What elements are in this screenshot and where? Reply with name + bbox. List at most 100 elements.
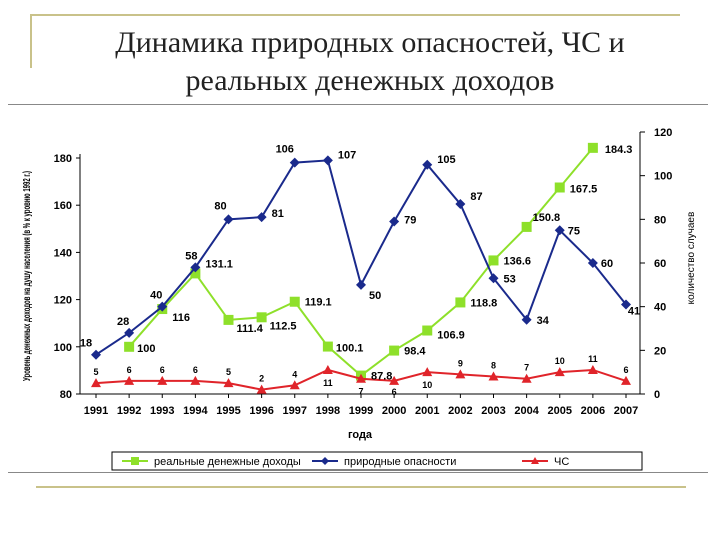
y-right-tick-label-1: 20	[654, 345, 666, 357]
legend-label-emergencies: ЧС	[554, 456, 569, 468]
point-income-2001	[422, 325, 433, 336]
x-tick-label-12: 2003	[481, 405, 505, 417]
point-income-1994	[190, 268, 201, 279]
data-label-income-2006: 184.3	[605, 144, 633, 156]
point-hazards-2003	[488, 273, 499, 284]
legend-marker-income	[131, 457, 139, 465]
point-hazards-2006	[587, 258, 598, 268]
data-label-emergencies-2004: 7	[524, 363, 529, 373]
frame-line-bottom	[8, 472, 708, 473]
point-hazards-2002	[455, 199, 466, 210]
point-emergencies-1995	[223, 378, 234, 388]
point-emergencies-2001	[422, 367, 433, 377]
y-right-tick-label-5: 100	[654, 171, 672, 183]
frame-line-left	[30, 14, 32, 68]
data-label-hazards-2001: 105	[437, 154, 455, 166]
point-emergencies-2005	[554, 367, 565, 377]
chart-series	[91, 142, 631, 394]
x-tick-label-3: 1994	[183, 405, 208, 417]
x-axis-title: года	[348, 429, 373, 441]
frame-line-under-title	[8, 104, 708, 105]
point-hazards-2005	[554, 225, 565, 236]
y-left-tick-label-0: 80	[60, 389, 72, 401]
data-label-emergencies-1994: 6	[193, 365, 198, 375]
data-label-income-1992: 100	[137, 343, 155, 355]
y-left-tick-label-3: 140	[54, 247, 72, 259]
data-label-hazards-1995: 80	[214, 200, 226, 212]
data-label-income-2004: 150.8	[533, 212, 561, 224]
data-label-income-2003: 136.6	[504, 255, 532, 267]
point-hazards-2000	[389, 216, 400, 227]
slide-title-line-2: реальных денежных доходов	[185, 64, 555, 97]
x-tick-label-4: 1995	[216, 405, 240, 417]
data-label-emergencies-1993: 6	[160, 365, 165, 375]
data-label-hazards-1994: 58	[185, 250, 197, 262]
point-income-1997	[289, 296, 300, 307]
point-emergencies-2006	[587, 364, 598, 374]
point-income-2006	[587, 142, 598, 153]
data-label-hazards-1998: 107	[338, 149, 356, 161]
data-label-emergencies-1995: 5	[226, 367, 231, 377]
data-label-hazards-2004: 34	[537, 315, 550, 327]
point-emergencies-1997	[289, 380, 300, 390]
data-label-hazards-2007: 41	[628, 305, 640, 317]
x-tick-label-7: 1998	[316, 405, 340, 417]
data-label-emergencies-2006: 11	[588, 354, 598, 364]
data-label-emergencies-2007: 6	[623, 365, 628, 375]
x-tick-label-14: 2005	[548, 405, 572, 417]
x-tick-label-1: 1992	[117, 405, 141, 417]
data-label-income-1998: 100.1	[336, 343, 364, 355]
slide-title: Динамика природных опасностей, ЧС и реал…	[40, 24, 700, 100]
point-emergencies-1998	[322, 364, 333, 374]
chart-axes: 80 100 120 140 160 180 0 20 40 60 80 100 120 1991 1992…	[22, 127, 697, 441]
point-emergencies-1991	[91, 378, 101, 388]
data-label-hazards-1991: 18	[80, 338, 92, 350]
point-hazards-1991	[91, 349, 101, 360]
point-income-2004	[521, 221, 532, 232]
point-emergencies-2000	[389, 375, 400, 385]
point-income-2002	[455, 297, 466, 308]
data-label-income-1995: 111.4	[237, 323, 264, 335]
data-label-hazards-1993: 40	[150, 290, 162, 302]
point-emergencies-2007	[621, 375, 631, 385]
y-left-tick-label-5: 180	[54, 153, 72, 165]
data-label-hazards-2005: 75	[568, 225, 580, 237]
data-label-emergencies-2002: 9	[458, 358, 463, 368]
legend-marker-hazards	[321, 457, 329, 465]
point-hazards-1998	[322, 155, 333, 166]
frame-line-top	[30, 14, 680, 16]
data-label-hazards-1992: 28	[117, 316, 129, 328]
data-label-emergencies-2003: 8	[491, 361, 496, 371]
x-tick-label-8: 1999	[349, 405, 373, 417]
y-right-tick-label-0: 0	[654, 389, 660, 401]
point-emergencies-1993	[157, 375, 168, 385]
data-label-hazards-2000: 79	[404, 215, 416, 227]
point-emergencies-2003	[488, 371, 499, 381]
point-income-1992	[124, 341, 135, 352]
data-label-emergencies-1992: 6	[127, 365, 132, 375]
data-label-income-1999: 87.8	[371, 371, 392, 383]
point-income-1996	[256, 312, 267, 323]
point-income-1995	[223, 314, 234, 325]
point-emergencies-1992	[124, 375, 135, 385]
x-tick-label-2: 1993	[150, 405, 174, 417]
chart-legend: реальные денежные доходы природные опасно…	[111, 451, 643, 471]
x-tick-label-15: 2006	[581, 405, 605, 417]
y-left-tick-label-4: 160	[54, 200, 72, 212]
data-label-hazards-2003: 53	[504, 273, 516, 285]
point-income-2003	[488, 255, 499, 266]
y-right-tick-label-6: 120	[654, 127, 672, 139]
legend-marker-emergencies	[531, 457, 539, 464]
x-tick-label-16: 2007	[614, 405, 638, 417]
data-label-hazards-1996: 81	[272, 208, 284, 220]
point-income-2000	[389, 345, 400, 356]
point-emergencies-1996	[256, 384, 267, 394]
point-income-1998	[322, 341, 333, 352]
x-tick-label-9: 2000	[382, 405, 406, 417]
x-tick-label-5: 1996	[249, 405, 273, 417]
x-tick-label-13: 2004	[514, 405, 539, 417]
data-label-hazards-2006: 60	[601, 258, 613, 270]
frame-line-footer	[36, 486, 686, 488]
data-label-income-1994: 131.1	[205, 258, 233, 270]
point-hazards-1994	[190, 262, 201, 273]
